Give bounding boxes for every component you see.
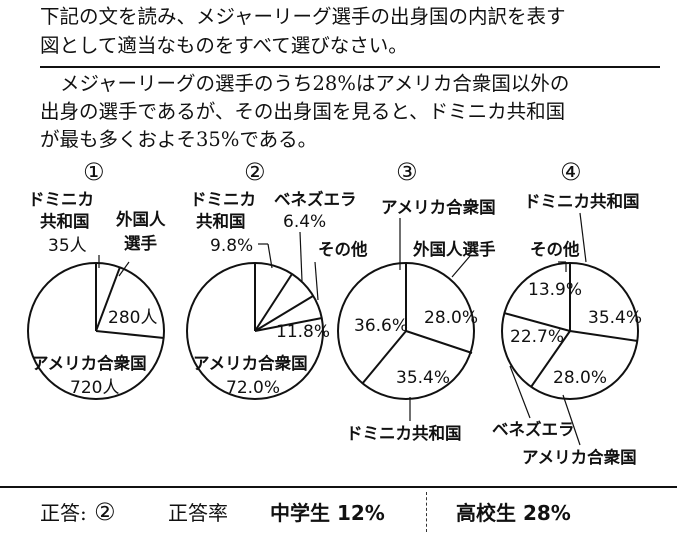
chart-4-venezuela-label: ベネズエラ: [492, 420, 575, 439]
chart-2-other-value: 11.8%: [276, 322, 331, 342]
passage-line-3: が最も多くおよそ35%である。: [40, 128, 318, 151]
chart-4-other-label: その他: [530, 240, 580, 259]
chart-4-dominican-label: ドミニカ共和国: [524, 192, 640, 211]
answer-divider: [426, 492, 427, 532]
chart-1-foreign-label-a: 外国人: [116, 210, 166, 229]
pie-3-divider: [361, 330, 407, 385]
pie-2-divider: [254, 317, 323, 332]
pie-4-divider: [503, 312, 571, 332]
pie-2-leader: [314, 261, 319, 301]
chart-1-usa-value: 720人: [70, 378, 120, 398]
chart-2-dominican-value: 9.8%: [210, 236, 254, 256]
chart-1-usa-label: アメリカ合衆国: [32, 354, 147, 373]
separator-top: [40, 66, 660, 68]
chart-2-number: ②: [244, 158, 266, 186]
answer-label: 正答:: [40, 501, 87, 525]
chart-2-dominican-label-a: ドミニカ: [190, 190, 256, 209]
pie-2-leader: [299, 231, 303, 282]
passage-line-1: メジャーリーグの選手のうち28%はアメリカ合衆国以外の: [60, 72, 570, 95]
pie-1-divider: [95, 266, 121, 332]
question-line-1: 下記の文を読み、メジャーリーグ選手の出身国の内訳を表す: [40, 5, 566, 28]
pie-2-leader: [267, 243, 273, 269]
passage-line-2: 出身の選手であるが、その出身国を見ると、ドミニカ共和国: [40, 100, 566, 123]
chart-1-number: ①: [83, 158, 105, 186]
chart-2-usa-value: 72.0%: [226, 378, 281, 398]
chart-4-other-value: 13.9%: [528, 280, 583, 300]
pie-2-divider: [254, 273, 293, 332]
chart-2-venezuela-value: 6.4%: [283, 212, 327, 232]
answer-bar-top-rule: [0, 486, 677, 488]
chart-3-foreign-value: 28.0%: [424, 308, 479, 328]
chart-2-other-label: その他: [318, 240, 368, 259]
chart-1-dominican-label-a: ドミニカ: [28, 190, 94, 209]
chart-1-foreign-value: 280人: [108, 308, 158, 328]
chart-4-usa-value: 28.0%: [553, 368, 608, 388]
chart-1-dominican-value: 35人: [48, 236, 87, 256]
chart-2-usa-label: アメリカ合衆国: [193, 354, 308, 373]
pie-1-divider: [95, 330, 165, 339]
chart-2-dominican-label-b: 共和国: [196, 212, 246, 231]
chart-3-foreign-label: 外国人選手: [413, 240, 496, 259]
chart-3-usa-value: 36.6%: [354, 316, 409, 336]
answer-value: ②: [94, 498, 116, 526]
pie-4-divider: [569, 330, 639, 342]
chart-4-venezuela-value: 22.7%: [510, 327, 565, 347]
chart-4-dominican-value: 35.4%: [588, 308, 643, 328]
chart-2-venezuela-label: ベネズエラ: [274, 190, 357, 209]
chart-4-number: ④: [560, 158, 582, 186]
chart-3-dominican-value: 35.4%: [396, 368, 451, 388]
chart-3-dominican-label: ドミニカ共和国: [346, 424, 462, 443]
pie-4-divider: [530, 330, 571, 388]
chart-3-usa-label: アメリカ合衆国: [381, 198, 496, 217]
pie-4-leader: [579, 212, 587, 263]
pie-2-divider: [254, 295, 314, 332]
pie-4-leader: [509, 365, 531, 419]
pie-1-leader: [118, 261, 130, 277]
chart-1-dominican-label-b: 共和国: [40, 212, 90, 231]
chart-3-number: ③: [396, 158, 418, 186]
rate-high-school: 高校生 28%: [456, 501, 571, 525]
rate-middle-school: 中学生 12%: [270, 501, 385, 525]
chart-1-foreign-label-b: 選手: [124, 234, 157, 253]
rate-label: 正答率: [168, 501, 228, 525]
pie-3-divider: [405, 330, 473, 354]
chart-4-usa-label: アメリカ合衆国: [522, 448, 637, 467]
question-line-2: 図として適当なものをすべて選びなさい。: [40, 34, 408, 57]
pie-4-leader: [562, 394, 581, 446]
pie-3-leader: [451, 255, 471, 278]
